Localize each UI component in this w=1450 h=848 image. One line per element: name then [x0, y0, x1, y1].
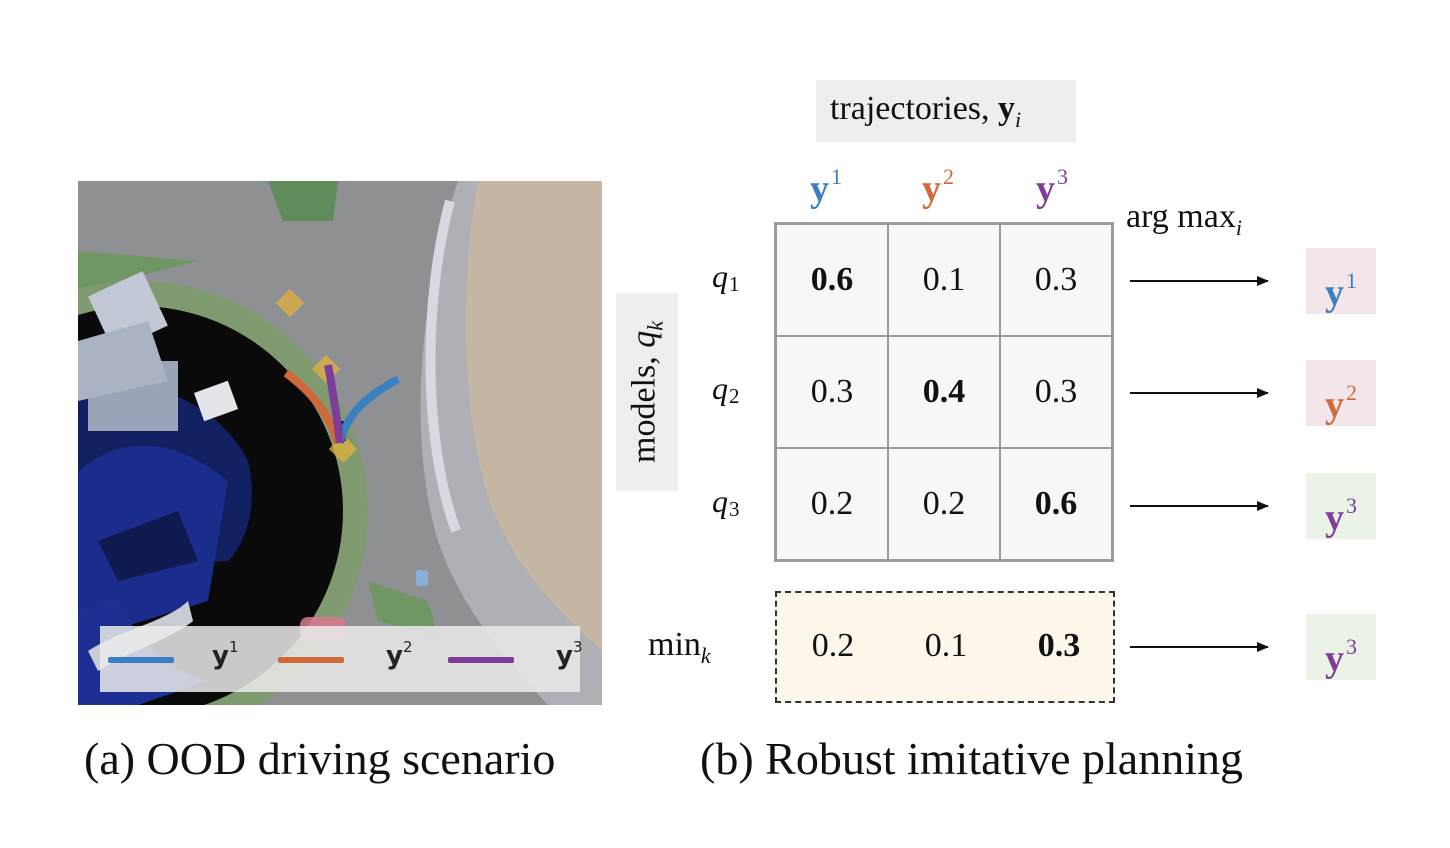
- row-label-q2: q2: [712, 370, 740, 408]
- legend-swatch-y3: [448, 657, 514, 663]
- trajectories-label-var: y: [998, 90, 1016, 127]
- legend-swatch-y2: [278, 657, 344, 663]
- row-label-q3: q3: [712, 483, 740, 521]
- legend-label-y1: y1: [212, 638, 239, 671]
- score-matrix: 0.6 0.1 0.3 0.3 0.4 0.3 0.2 0.2 0.6: [774, 222, 1114, 562]
- cell-q3-y2: 0.2: [887, 447, 1001, 562]
- models-label: models, qk: [616, 293, 678, 491]
- cell-q2-y2: 0.4: [887, 335, 1001, 449]
- cell-q3-y3: 0.6: [999, 447, 1114, 562]
- legend-label-y2: y2: [386, 638, 413, 671]
- column-header-y2: y2: [922, 164, 954, 210]
- cell-q1-y1: 0.6: [774, 222, 889, 337]
- driving-scene: y1 y2 y3: [0, 181, 602, 741]
- cell-q1-y3: 0.3: [999, 222, 1114, 337]
- legend-label-y3: y3: [556, 638, 583, 671]
- models-label-text: models,: [625, 347, 663, 463]
- trajectories-label: trajectories, yi: [816, 80, 1076, 142]
- cell-q1-y2: 0.1: [887, 222, 1001, 337]
- column-header-y3: y3: [1036, 164, 1068, 210]
- min-cell-y1: 0.2: [811, 627, 855, 664]
- trajectories-label-sub: i: [1015, 106, 1022, 132]
- min-row-box: 0.2 0.1 0.3: [775, 591, 1115, 703]
- cell-q2-y3: 0.3: [999, 335, 1114, 449]
- argmax-label: arg maxi: [1126, 198, 1242, 240]
- caption-a: (a) OOD driving scenario: [84, 733, 556, 784]
- cell-q2-y1: 0.3: [774, 335, 889, 449]
- output-min-row: y3: [1306, 614, 1376, 680]
- matrix-row-q3: 0.2 0.2 0.6: [774, 447, 1114, 562]
- min-label: mink: [648, 626, 711, 668]
- row-label-q1: q1: [712, 258, 740, 296]
- trajectories-label-text: trajectories,: [830, 90, 999, 127]
- trajectory-legend: y1 y2 y3: [100, 626, 583, 692]
- column-header-y1: y1: [810, 164, 842, 210]
- arrows-layer: [1130, 276, 1269, 652]
- matrix-row-q2: 0.3 0.4 0.3: [774, 335, 1114, 449]
- output-row-q2: y2: [1306, 360, 1376, 426]
- models-label-var: q: [625, 330, 663, 348]
- legend-swatch-y1: [108, 657, 174, 663]
- output-row-q3: y3: [1306, 473, 1376, 539]
- models-label-sub: k: [642, 321, 668, 331]
- output-row-q1: y1: [1306, 248, 1376, 314]
- cell-q3-y1: 0.2: [774, 447, 889, 562]
- caption-b: (b) Robust imitative planning: [700, 733, 1243, 784]
- trajectory-y2-line: [283, 369, 342, 445]
- min-cell-y2: 0.1: [924, 627, 968, 664]
- min-cell-y3: 0.3: [1037, 627, 1081, 664]
- trajectory-y3-line: [324, 364, 344, 444]
- roundabout-scene-image: [0, 181, 602, 741]
- matrix-row-q1: 0.6 0.1 0.3: [774, 222, 1114, 337]
